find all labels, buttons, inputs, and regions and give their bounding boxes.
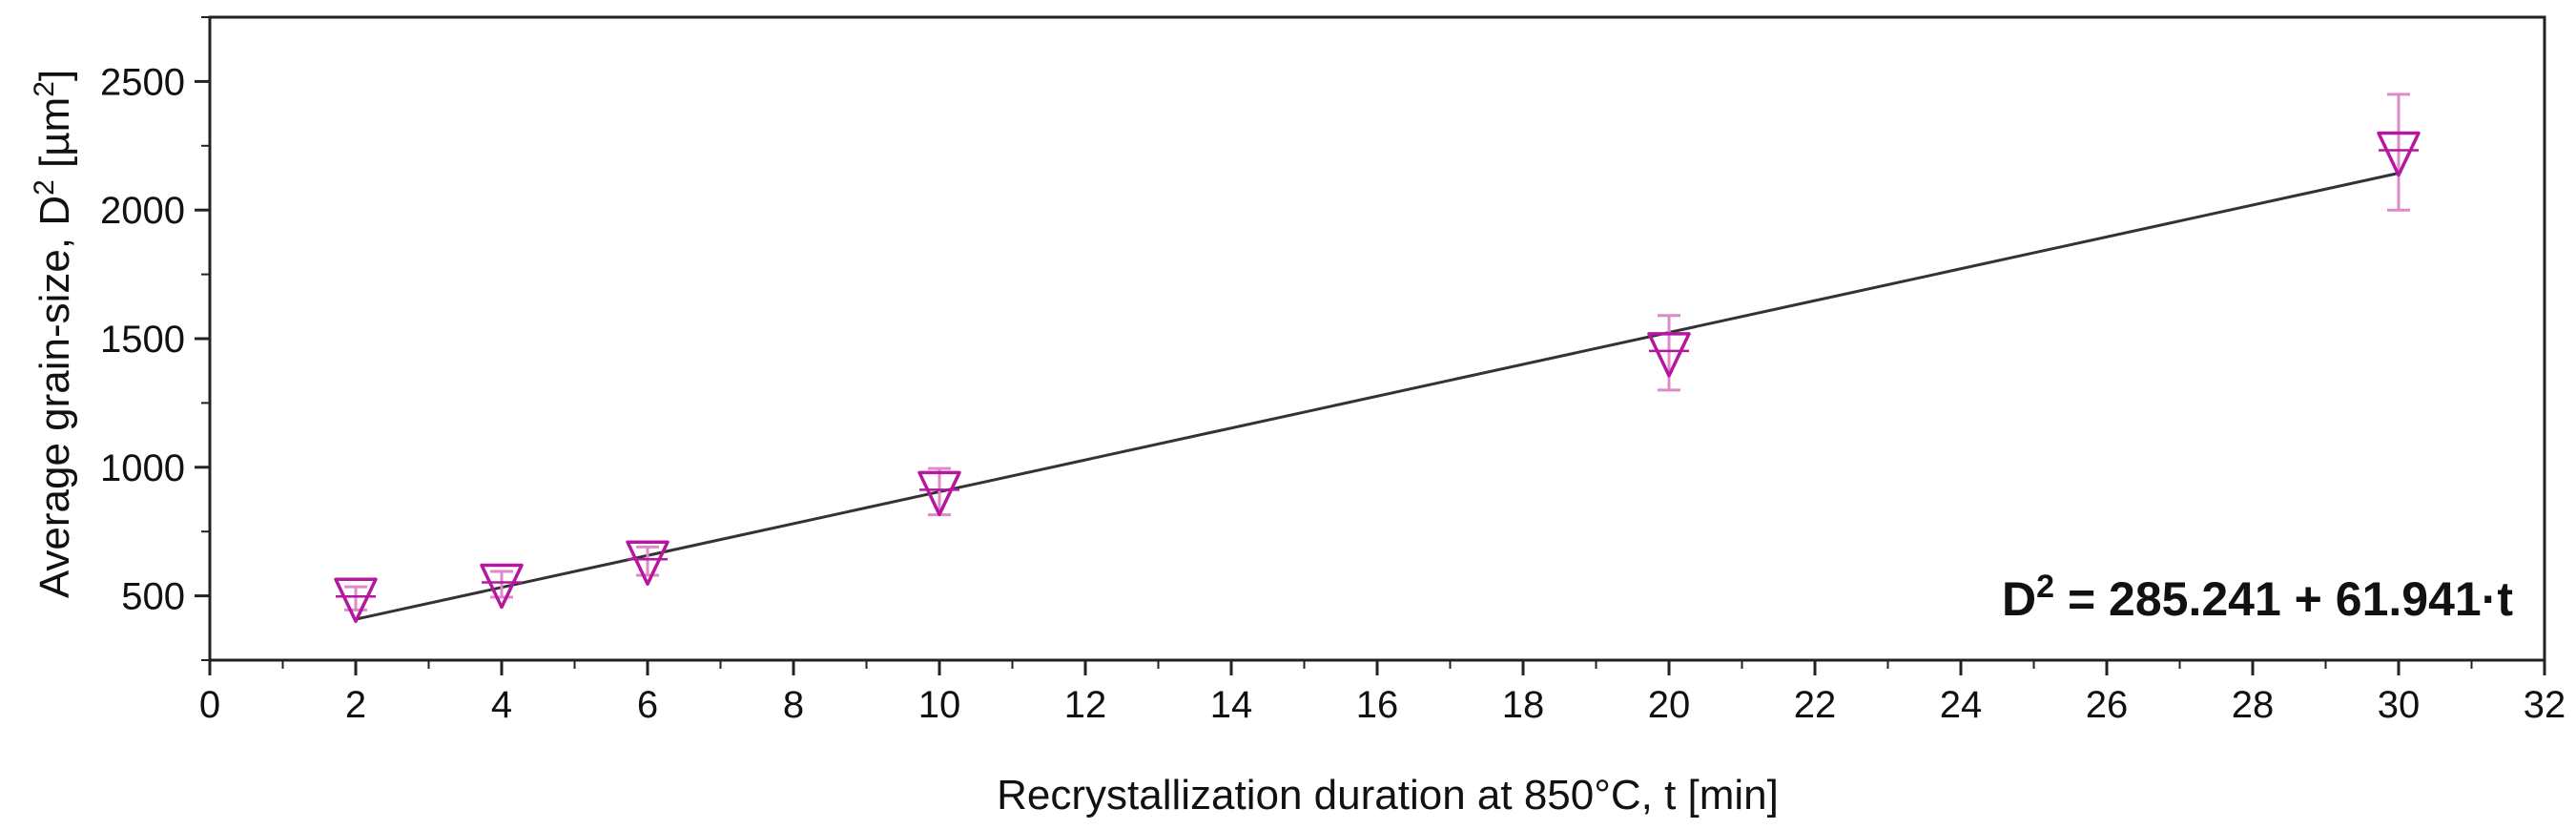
fit-equation-sup: 2 [2036, 569, 2054, 605]
triangle-down-marker [2377, 131, 2421, 177]
data-point [917, 466, 961, 517]
y-tick-label: 1000 [100, 447, 185, 489]
triangle-down-marker [334, 577, 378, 624]
triangle-down-marker [917, 470, 961, 517]
x-tick-label: 28 [2232, 684, 2275, 726]
fit-equation: D2 = 285.241 + 61.941·t [2002, 569, 2513, 626]
x-tick-label: 20 [1648, 684, 1691, 726]
y-tick-label: 500 [121, 576, 185, 618]
x-tick-label: 8 [783, 684, 804, 726]
y-tick-label: 2500 [100, 61, 185, 103]
plot-frame [208, 15, 2546, 662]
fit-equation-prefix: D [2002, 572, 2036, 626]
x-tick-label: 32 [2524, 684, 2566, 726]
triangle-down-marker [626, 540, 670, 586]
x-tick-label: 22 [1794, 684, 1837, 726]
y-tick-label: 2000 [100, 190, 185, 232]
x-tick-label: 0 [199, 684, 220, 726]
x-tick-label: 18 [1502, 684, 1545, 726]
triangle-down-marker [1647, 332, 1691, 378]
x-tick-label: 10 [918, 684, 961, 726]
y-tick-label: 1500 [100, 319, 185, 361]
x-tick-label: 16 [1356, 684, 1399, 726]
fit-equation-rest: = 285.241 + 61.941·t [2054, 572, 2513, 626]
data-point [1647, 314, 1691, 392]
x-tick-label: 24 [1940, 684, 1983, 726]
y-axis-title-prefix: Average grain-size, D [31, 196, 78, 598]
x-tick-label: 4 [491, 684, 512, 726]
data-point [2377, 93, 2421, 212]
x-tick-label: 30 [2378, 684, 2421, 726]
points-layer [334, 93, 2421, 624]
data-point [334, 577, 378, 624]
x-axis-title: Recrystallization duration at 850°C, t [… [997, 772, 1779, 819]
fit-line [355, 172, 2400, 621]
x-tick-label: 2 [345, 684, 366, 726]
data-point [480, 563, 524, 610]
axes-layer: 0 2 4 6 8 10 12 14 16 18 20 22 24 26 28 30 3250010001500… [100, 15, 2566, 726]
y-axis-title-unit-close: ] [31, 70, 78, 81]
data-point [626, 540, 670, 586]
y-axis-title-sup2: 2 [29, 81, 60, 97]
fit-layer [355, 172, 2400, 621]
x-tick-label: 6 [637, 684, 658, 726]
x-tick-label: 26 [2086, 684, 2129, 726]
y-axis-title-sup1: 2 [29, 179, 60, 196]
x-tick-label: 14 [1210, 684, 1253, 726]
x-tick-label: 12 [1064, 684, 1107, 726]
y-axis-title: Average grain-size, D2 [µm2] [29, 70, 79, 598]
triangle-down-marker [480, 563, 524, 610]
y-axis-title-unit-open: [µm [31, 97, 78, 179]
